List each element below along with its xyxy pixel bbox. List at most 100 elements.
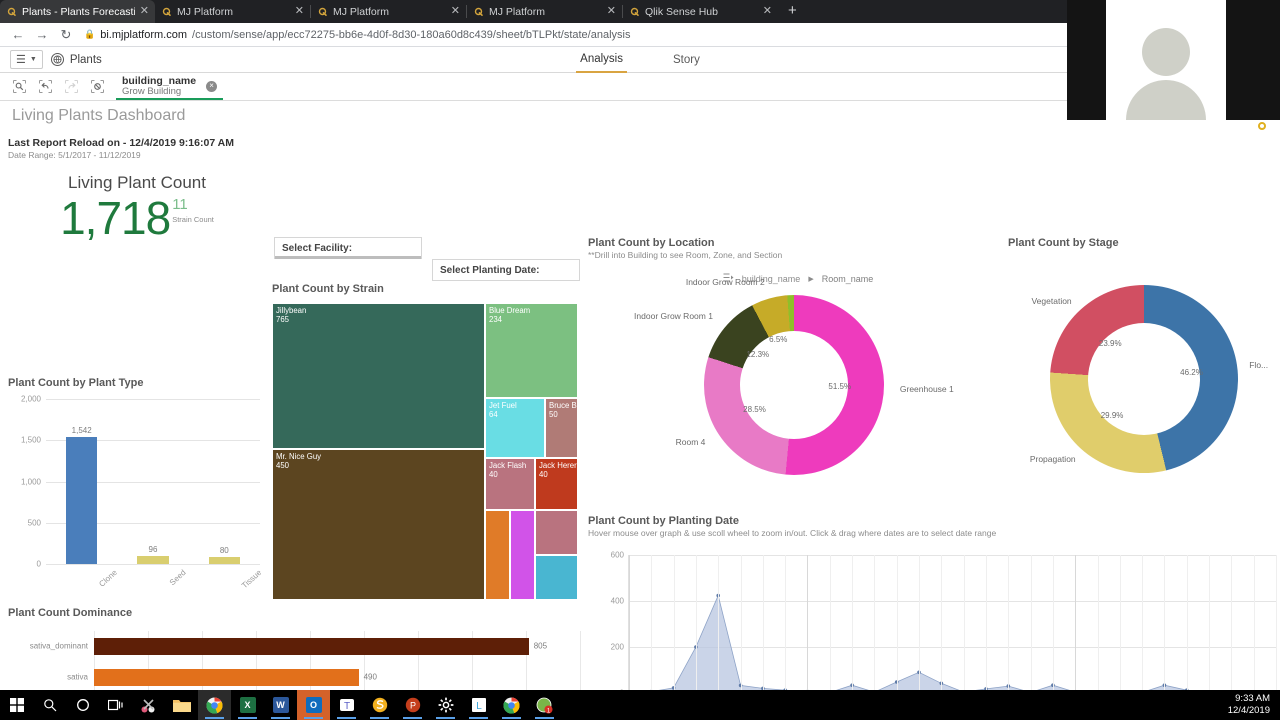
filter-scrollbar[interactable] — [275, 256, 421, 259]
bar[interactable]: 1,542 — [65, 426, 98, 564]
treemap-cell[interactable]: Jack Flash 40 — [485, 458, 535, 510]
filter-select-planting-date[interactable]: Select Planting Date: — [432, 259, 580, 281]
chart-plant-count-dominance[interactable]: Plant Count Dominance 010020030040050060… — [8, 607, 588, 692]
back-arrow-icon[interactable]: ← — [11, 27, 25, 42]
treemap-cell[interactable]: Bruce Banner50 — [545, 398, 578, 458]
browser-tab-2[interactable]: MJ Platform ✕ — [311, 0, 466, 23]
chart-title: Plant Count by Plant Type — [8, 377, 144, 389]
treemap-cell[interactable] — [535, 510, 578, 555]
word-icon[interactable]: W — [264, 690, 297, 720]
close-icon[interactable]: ✕ — [450, 5, 460, 17]
treemap-cell[interactable]: Mr. Nice Guy 450 — [272, 449, 485, 600]
snip-sketch-icon[interactable] — [132, 690, 165, 720]
gridline — [148, 631, 149, 692]
cortana-circle-icon[interactable] — [66, 690, 99, 720]
gridline — [785, 555, 787, 692]
svg-text:P: P — [409, 701, 415, 711]
close-icon[interactable]: ✕ — [139, 5, 149, 17]
skype-icon[interactable] — [363, 690, 396, 720]
step-back-icon[interactable] — [32, 73, 58, 100]
selection-search-icon[interactable] — [6, 73, 32, 100]
clear-selection-icon[interactable]: × — [206, 80, 218, 92]
treemap-cell[interactable]: Jet Fuel 64 — [485, 398, 545, 458]
browser-tab-title: Plants - Plants Forecasting | She — [22, 5, 135, 18]
leaflogix-icon[interactable]: L — [462, 690, 495, 720]
browser-tab-1[interactable]: MJ Platform ✕ — [155, 0, 310, 23]
bar[interactable]: 490 sativa — [67, 668, 377, 686]
close-icon[interactable]: ✕ — [606, 5, 616, 17]
treemap-cell-value: 40 — [489, 470, 498, 480]
chevron-down-icon: ▼ — [29, 56, 37, 63]
treemap-cell-value: 450 — [276, 461, 290, 471]
close-icon[interactable]: ✕ — [294, 5, 304, 17]
bar[interactable]: 96 — [137, 545, 169, 564]
gridline — [629, 601, 1276, 602]
browser-tab-3[interactable]: MJ Platform ✕ — [467, 0, 622, 23]
treemap-cell[interactable]: Jillybean 765 — [272, 303, 485, 449]
sheet-mode-tabs: Analysis Story — [0, 47, 1280, 73]
slice-label: Vegetation — [1031, 295, 1072, 306]
forward-arrow-icon[interactable]: → — [35, 27, 49, 42]
chrome-icon[interactable] — [198, 690, 231, 720]
taskbar-clock[interactable]: 9:33 AM 12/4/2019 — [1228, 693, 1280, 717]
kpi-living-plant-count: Living Plant Count 1,718 11 Strain Count — [8, 173, 266, 241]
svg-text:T: T — [343, 701, 349, 712]
chart-plant-count-by-plant-type[interactable]: Plant Count by Plant Type 0 500 1,000 1,500… — [8, 377, 266, 602]
breadcrumb[interactable]: Plants — [50, 53, 102, 66]
slice-label: Flo... — [1249, 360, 1269, 371]
bar[interactable]: 805 sativa_dominant — [30, 637, 547, 655]
chart-plant-count-by-strain[interactable]: Plant Count by Strain Jillybean 765 Mr. Ni… — [272, 283, 584, 603]
browser-tab-title: Qlik Sense Hub — [645, 5, 718, 18]
file-explorer-icon[interactable] — [165, 690, 198, 720]
drill-root-label[interactable]: building_name — [741, 273, 801, 284]
qlik-favicon-icon — [317, 6, 328, 17]
close-icon[interactable]: ✕ — [762, 5, 772, 17]
filter-select-facility[interactable]: Select Facility: — [274, 237, 422, 259]
chart-subtitle: **Drill into Building to see Room, Zone,… — [588, 250, 783, 260]
browser-tab-0[interactable]: Plants - Plants Forecasting | She ✕ — [0, 0, 155, 23]
reload-icon[interactable]: ↻ — [60, 26, 72, 42]
gridline — [762, 555, 764, 692]
clear-all-selections-icon[interactable] — [84, 73, 110, 100]
browser-tab-4[interactable]: Qlik Sense Hub ✕ — [623, 0, 778, 23]
settings-gear-icon[interactable] — [429, 690, 462, 720]
drill-current-label[interactable]: Room_name — [821, 273, 874, 284]
chart-plant-count-by-location[interactable]: Plant Count by Location **Drill into Bui… — [588, 237, 1008, 512]
task-view-icon[interactable] — [99, 690, 132, 720]
treemap-cell[interactable] — [535, 555, 578, 600]
treemap-area: Jillybean 765 Mr. Nice Guy 450 Blue Dream 234… — [272, 303, 578, 600]
chrome-icon-2[interactable] — [495, 690, 528, 720]
tab-story[interactable]: Story — [672, 54, 700, 66]
gridline — [1052, 555, 1054, 692]
gridline — [94, 631, 95, 692]
gridline — [472, 631, 473, 692]
treemap-cell[interactable] — [485, 510, 510, 600]
outlook-icon[interactable]: O — [297, 690, 330, 720]
search-icon[interactable] — [33, 690, 66, 720]
tab-analysis[interactable]: Analysis — [576, 47, 627, 73]
chart-plant-count-by-planting-date[interactable]: Plant Count by Planting Date Hover mouse… — [588, 515, 1280, 692]
address-bar[interactable]: 🔒 bi.mjplatform.com/custom/sense/app/ecc… — [78, 26, 1274, 44]
drill-icon[interactable] — [723, 273, 734, 284]
app-name-label: Plants — [69, 53, 102, 66]
slice-percent-label: 51.5% — [828, 382, 852, 392]
menu-button[interactable]: ☰ ▼ — [10, 50, 43, 69]
plot-area[interactable]: 0200400600MayJunJulAugSepOctNovDecJanFeb… — [611, 551, 1277, 692]
excel-icon[interactable]: X — [231, 690, 264, 720]
powerpoint-icon[interactable]: P — [396, 690, 429, 720]
treemap-cell[interactable]: Jack Herer 40 — [535, 458, 578, 510]
teams-icon[interactable]: T — [330, 690, 363, 720]
selection-chip-building-name[interactable]: building_name Grow Building × — [116, 73, 224, 100]
treemap-cell[interactable] — [510, 510, 535, 600]
gridline — [985, 555, 987, 692]
gridline — [1075, 555, 1077, 692]
selection-field-label: building_name — [122, 74, 197, 87]
donut-area: 46.2% Flo... 29.9% Propagation 23.9% Vegetati… — [1030, 285, 1268, 473]
bar[interactable]: 80 — [208, 546, 240, 564]
browser-badge-icon[interactable]: 1 — [528, 690, 561, 720]
chart-plant-count-by-stage[interactable]: Plant Count by Stage 46.2% Flo... 29.9% Pro… — [1008, 237, 1280, 512]
windows-start-icon[interactable] — [0, 690, 33, 720]
treemap-cell[interactable]: Blue Dream 234 — [485, 303, 578, 398]
gridline — [695, 555, 697, 692]
new-tab-button[interactable]: + — [788, 2, 797, 19]
